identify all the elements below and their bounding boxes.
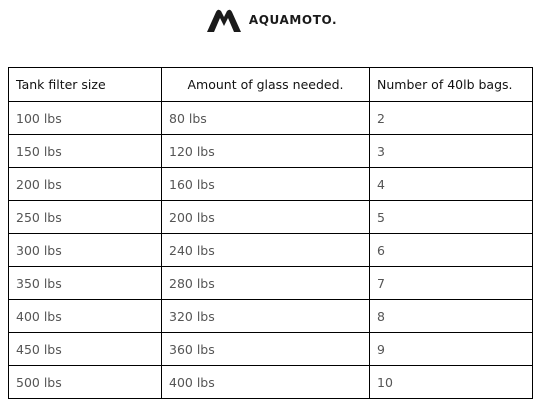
table-row: 300 lbs 240 lbs 6	[8, 233, 533, 267]
cell-amount-of-glass: 160 lbs	[161, 167, 370, 201]
cell-tank-filter-size: 500 lbs	[8, 365, 162, 399]
cell-amount-of-glass: 320 lbs	[161, 299, 370, 333]
table-row: 350 lbs 280 lbs 7	[8, 266, 533, 300]
glass-requirements-table: Tank filter size Amount of glass needed.…	[8, 67, 533, 399]
cell-tank-filter-size: 450 lbs	[8, 332, 162, 366]
table-row: 500 lbs 400 lbs 10	[8, 365, 533, 399]
cell-amount-of-glass: 240 lbs	[161, 233, 370, 267]
cell-number-of-bags: 7	[369, 266, 533, 300]
table-row: 450 lbs 360 lbs 9	[8, 332, 533, 366]
cell-amount-of-glass: 400 lbs	[161, 365, 370, 399]
aquamoto-logo-icon	[206, 9, 241, 32]
cell-tank-filter-size: 250 lbs	[8, 200, 162, 234]
table-header-row: Tank filter size Amount of glass needed.…	[8, 67, 533, 102]
cell-tank-filter-size: 400 lbs	[8, 299, 162, 333]
header-number-of-bags: Number of 40lb bags.	[369, 67, 533, 102]
cell-number-of-bags: 8	[369, 299, 533, 333]
table-row: 150 lbs 120 lbs 3	[8, 134, 533, 168]
cell-amount-of-glass: 120 lbs	[161, 134, 370, 168]
cell-tank-filter-size: 200 lbs	[8, 167, 162, 201]
cell-amount-of-glass: 80 lbs	[161, 101, 370, 135]
brand-logo: AQUAMOTO.	[0, 6, 543, 34]
header-tank-filter-size: Tank filter size	[8, 67, 162, 102]
cell-number-of-bags: 6	[369, 233, 533, 267]
header-amount-of-glass: Amount of glass needed.	[161, 67, 370, 102]
cell-tank-filter-size: 350 lbs	[8, 266, 162, 300]
table-row: 400 lbs 320 lbs 8	[8, 299, 533, 333]
cell-number-of-bags: 2	[369, 101, 533, 135]
cell-tank-filter-size: 150 lbs	[8, 134, 162, 168]
table-row: 200 lbs 160 lbs 4	[8, 167, 533, 201]
cell-amount-of-glass: 200 lbs	[161, 200, 370, 234]
table-row: 100 lbs 80 lbs 2	[8, 101, 533, 135]
cell-number-of-bags: 9	[369, 332, 533, 366]
cell-number-of-bags: 3	[369, 134, 533, 168]
cell-number-of-bags: 10	[369, 365, 533, 399]
cell-number-of-bags: 5	[369, 200, 533, 234]
cell-tank-filter-size: 300 lbs	[8, 233, 162, 267]
cell-amount-of-glass: 360 lbs	[161, 332, 370, 366]
cell-amount-of-glass: 280 lbs	[161, 266, 370, 300]
table-row: 250 lbs 200 lbs 5	[8, 200, 533, 234]
cell-tank-filter-size: 100 lbs	[8, 101, 162, 135]
cell-number-of-bags: 4	[369, 167, 533, 201]
brand-name: AQUAMOTO.	[248, 13, 338, 27]
